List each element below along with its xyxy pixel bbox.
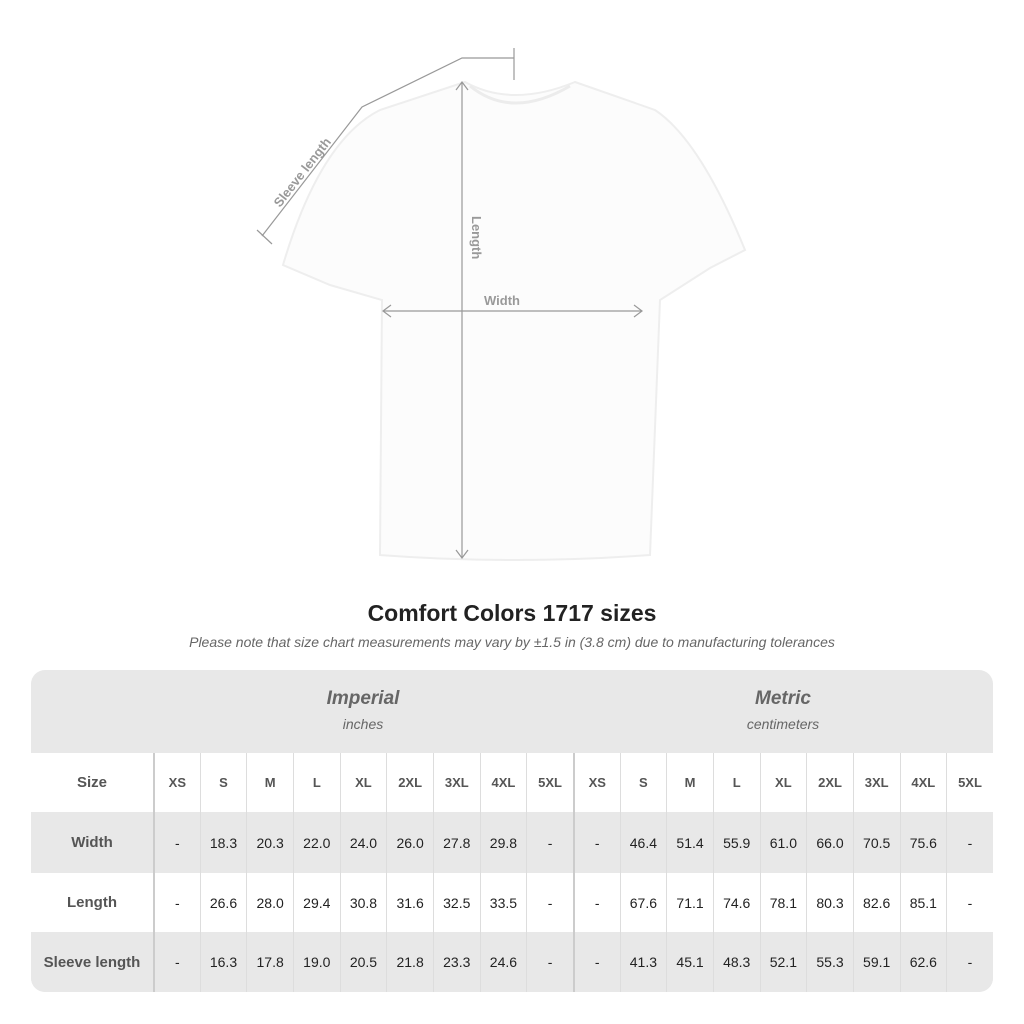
- size-header-cell: 3XL: [852, 753, 900, 812]
- value-cell: -: [153, 812, 200, 873]
- value-cell: 17.8: [246, 932, 293, 992]
- size-header-cell: 2XL: [386, 753, 433, 812]
- value-cell: 52.1: [759, 932, 807, 992]
- table-row-sleeve-length: Sleeve length -16.3 17.8 19.0 20.5 21.8 23.3 24…: [31, 932, 993, 992]
- value-cell: 22.0: [292, 812, 340, 873]
- size-table: Imperial inches Metric centimeters Size X…: [31, 670, 993, 992]
- value-cell: -: [526, 812, 573, 873]
- value-cell: 29.4: [292, 873, 340, 932]
- metric-unit: centimeters: [746, 716, 820, 732]
- value-cell: 48.3: [712, 932, 760, 992]
- value-cell: 19.0: [292, 932, 340, 992]
- value-cell: 61.0: [759, 812, 807, 873]
- row-label: Sleeve length: [43, 953, 141, 971]
- imperial-group-header: Imperial inches: [153, 670, 573, 753]
- size-header-cell: XS: [572, 753, 620, 812]
- value-cell: 75.6: [899, 812, 947, 873]
- value-cell: 46.4: [619, 812, 667, 873]
- size-header-cell: 5XL: [526, 753, 573, 812]
- value-cell: 59.1: [852, 932, 900, 992]
- metric-heading: Metric: [755, 688, 811, 709]
- value-cell: 30.8: [339, 873, 387, 932]
- value-cell: 20.5: [339, 932, 387, 992]
- value-cell: 32.5: [432, 873, 480, 932]
- value-cell: 31.6: [386, 873, 433, 932]
- value-cell: 24.0: [339, 812, 387, 873]
- value-cell: -: [946, 873, 993, 932]
- tshirt-diagram: Sleeve length Length Width: [256, 48, 747, 561]
- size-header-cell: 5XL: [946, 753, 993, 812]
- value-cell: 71.1: [666, 873, 713, 932]
- value-cell: -: [572, 873, 620, 932]
- value-cell: 28.0: [246, 873, 293, 932]
- value-cell: 85.1: [899, 873, 947, 932]
- value-cell: 74.6: [712, 873, 760, 932]
- value-cell: 21.8: [386, 932, 433, 992]
- value-cell: 33.5: [479, 873, 527, 932]
- value-cell: 55.3: [806, 932, 853, 992]
- size-header-cell: 4XL: [479, 753, 527, 812]
- value-cell: -: [526, 932, 573, 992]
- width-label: Width: [484, 293, 520, 308]
- value-cell: -: [526, 873, 573, 932]
- value-cell: 18.3: [199, 812, 247, 873]
- size-header-cell: M: [666, 753, 713, 812]
- value-cell: 78.1: [759, 873, 807, 932]
- imperial-heading: Imperial: [326, 688, 400, 709]
- size-header-cell: 2XL: [806, 753, 853, 812]
- value-cell: 26.6: [199, 873, 247, 932]
- value-cell: -: [572, 932, 620, 992]
- value-cell: -: [946, 812, 993, 873]
- tolerance-note: Please note that size chart measurements…: [189, 634, 835, 650]
- size-header-cell: S: [619, 753, 667, 812]
- size-header-cell: 4XL: [899, 753, 947, 812]
- measurement-lines: [256, 48, 643, 559]
- value-cell: 67.6: [619, 873, 667, 932]
- value-cell: 66.0: [806, 812, 853, 873]
- size-header-row: Size XS S M L XL 2XL 3XL 4XL 5XL XS S M L XL 2XL 3XL 4XL 5…: [31, 753, 993, 812]
- table-row-width: Width -18.3 20.3 22.0 24.0 26.0 27.8 29.8- -46.4…: [31, 812, 993, 873]
- value-cell: 51.4: [666, 812, 713, 873]
- value-cell: 29.8: [479, 812, 527, 873]
- value-cell: -: [572, 812, 620, 873]
- page-title: Comfort Colors 1717 sizes: [367, 600, 657, 626]
- metric-group-header: Metric centimeters: [573, 670, 993, 753]
- value-cell: 45.1: [666, 932, 713, 992]
- value-cell: 55.9: [712, 812, 760, 873]
- value-cell: -: [153, 873, 200, 932]
- size-header-cell: XS: [153, 753, 200, 812]
- value-cell: 16.3: [199, 932, 247, 992]
- row-label: Length: [67, 894, 117, 911]
- value-cell: 41.3: [619, 932, 667, 992]
- value-cell: 24.6: [479, 932, 527, 992]
- size-header-cell: S: [199, 753, 247, 812]
- row-label: Width: [71, 834, 113, 851]
- table-row-length: Length -26.6 28.0 29.4 30.8 31.6 32.5 33.5- -67.…: [31, 873, 993, 932]
- value-cell: 62.6: [899, 932, 947, 992]
- size-header-cell: 3XL: [432, 753, 480, 812]
- value-cell: 70.5: [852, 812, 900, 873]
- length-label: Length: [469, 216, 484, 259]
- imperial-unit: inches: [342, 716, 384, 732]
- value-cell: 20.3: [246, 812, 293, 873]
- value-cell: 82.6: [852, 873, 900, 932]
- value-cell: -: [946, 932, 993, 992]
- value-cell: -: [153, 932, 200, 992]
- size-header-cell: L: [712, 753, 760, 812]
- size-header-cell: M: [246, 753, 293, 812]
- value-cell: 27.8: [432, 812, 480, 873]
- size-header-cell: XL: [759, 753, 807, 812]
- size-header-cell: L: [292, 753, 340, 812]
- row-label: Size: [76, 774, 107, 791]
- value-cell: 23.3: [432, 932, 480, 992]
- tshirt-shape: [281, 80, 747, 561]
- value-cell: 80.3: [806, 873, 853, 932]
- size-header-cell: XL: [339, 753, 387, 812]
- value-cell: 26.0: [386, 812, 433, 873]
